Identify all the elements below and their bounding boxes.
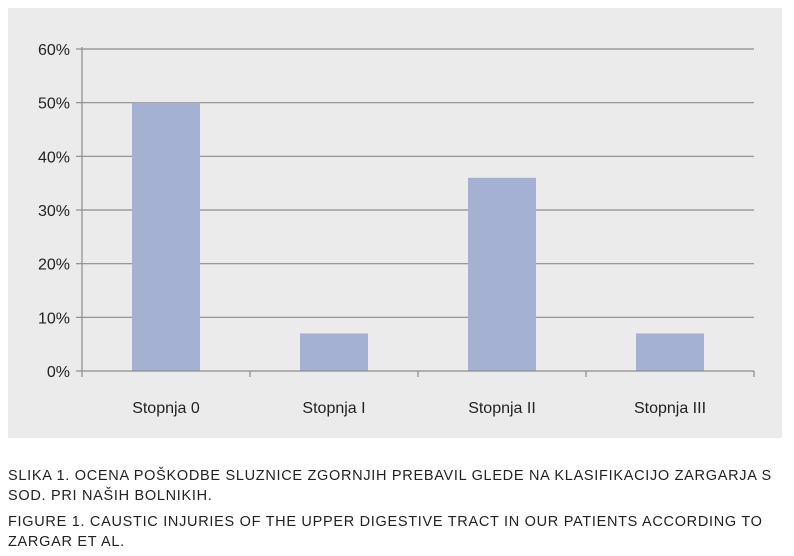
bars bbox=[132, 102, 704, 372]
x-category-label: Stopnja III bbox=[634, 400, 706, 417]
y-tick-label: 40% bbox=[38, 149, 70, 166]
y-tick-label: 20% bbox=[38, 257, 70, 274]
y-axis-tick-labels: 0% 10% 20% 30% 40% 50% 60% bbox=[38, 42, 70, 381]
x-category-label: Stopnja I bbox=[302, 400, 365, 417]
bar bbox=[636, 333, 704, 371]
x-category-label: Stopnja 0 bbox=[132, 400, 200, 417]
x-category-label: Stopnja II bbox=[468, 400, 536, 417]
figure-caption-slovenian: SLIKA 1. OCENA POŠKODBE SLUZNICE ZGORNJI… bbox=[8, 468, 772, 504]
y-tick-label: 30% bbox=[38, 203, 70, 220]
bar bbox=[300, 333, 368, 371]
y-tick-label: 0% bbox=[47, 364, 70, 381]
y-tick-label: 60% bbox=[38, 42, 70, 59]
bar bbox=[468, 177, 536, 371]
axes bbox=[76, 47, 755, 377]
y-tick-label: 10% bbox=[38, 310, 70, 327]
figure-caption-english: FIGURE 1. CAUSTIC INJURIES OF THE UPPER … bbox=[8, 514, 763, 550]
y-tick-label: 50% bbox=[38, 96, 70, 113]
x-axis-category-labels: Stopnja 0 Stopnja I Stopnja II Stopnja III bbox=[132, 400, 706, 417]
bar bbox=[132, 102, 200, 372]
